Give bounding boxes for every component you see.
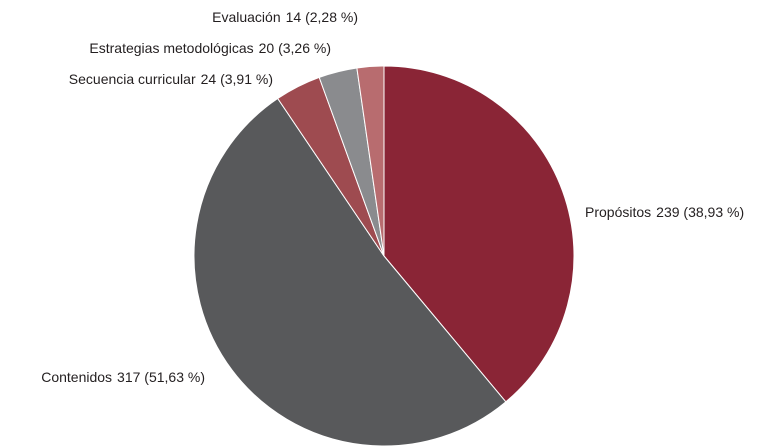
slice-value: 14 (2,28 %) bbox=[286, 9, 358, 25]
pie-slice bbox=[193, 97, 507, 447]
slice-name: Secuencia curricular bbox=[69, 71, 196, 87]
pie-slice bbox=[383, 65, 575, 403]
slice-name: Contenidos bbox=[41, 369, 112, 385]
slice-label: Estrategias metodológicas 20 (3,26 %) bbox=[89, 40, 331, 56]
slice-value: 239 (38,93 %) bbox=[656, 204, 744, 220]
slice-name: Propósitos bbox=[585, 204, 651, 220]
slice-label: Contenidos 317 (51,63 %) bbox=[41, 369, 205, 385]
slice-label: Evaluación 14 (2,28 %) bbox=[212, 9, 358, 25]
slice-value: 317 (51,63 %) bbox=[117, 369, 205, 385]
slice-label: Secuencia curricular 24 (3,91 %) bbox=[69, 71, 273, 87]
slice-name: Evaluación bbox=[212, 9, 281, 25]
slice-label: Propósitos 239 (38,93 %) bbox=[585, 204, 744, 220]
slice-value: 24 (3,91 %) bbox=[201, 71, 273, 87]
slice-name: Estrategias metodológicas bbox=[89, 40, 253, 56]
slice-value: 20 (3,26 %) bbox=[259, 40, 331, 56]
pie-slice bbox=[356, 65, 385, 257]
